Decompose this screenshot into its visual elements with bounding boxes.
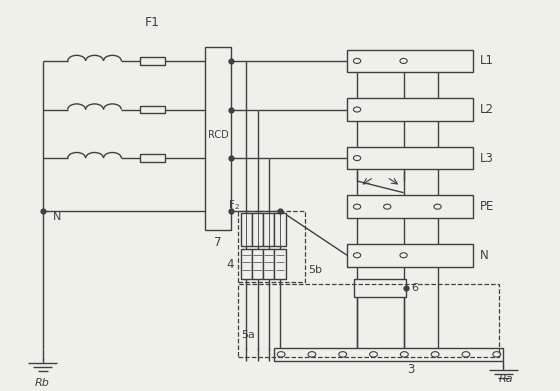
Bar	[241, 249, 252, 278]
Text: Ra: Ra	[499, 373, 514, 384]
Bar	[140, 57, 166, 65]
Text: Rb: Rb	[35, 378, 50, 388]
Bar	[347, 50, 473, 72]
Text: $\mathregular{F_2}$: $\mathregular{F_2}$	[228, 199, 240, 212]
Text: 7: 7	[214, 236, 222, 249]
Text: F1: F1	[145, 16, 160, 29]
Text: L1: L1	[479, 54, 493, 67]
Text: 4: 4	[227, 258, 234, 271]
Bar	[274, 348, 503, 361]
Text: N: N	[479, 249, 488, 262]
Text: RCD: RCD	[208, 130, 228, 140]
Bar	[263, 249, 274, 278]
Bar	[354, 278, 407, 297]
Bar	[347, 147, 473, 169]
Bar	[241, 212, 252, 246]
Bar	[347, 98, 473, 121]
Text: PE: PE	[479, 200, 494, 213]
Bar	[140, 106, 166, 113]
Text: N: N	[53, 212, 61, 222]
Bar	[238, 211, 305, 282]
Text: L2: L2	[479, 103, 493, 116]
Text: 5a: 5a	[241, 330, 255, 340]
Bar	[263, 212, 274, 246]
Bar	[238, 283, 499, 357]
Bar	[347, 244, 473, 267]
Text: 5b: 5b	[308, 265, 322, 274]
Text: L3: L3	[479, 152, 493, 165]
Bar	[252, 249, 263, 278]
Bar	[140, 154, 166, 162]
Bar	[274, 212, 286, 246]
Bar	[204, 47, 231, 230]
Bar	[347, 196, 473, 218]
Text: 6: 6	[411, 283, 418, 293]
Text: 3: 3	[408, 363, 415, 376]
Bar	[252, 212, 263, 246]
Bar	[274, 249, 286, 278]
